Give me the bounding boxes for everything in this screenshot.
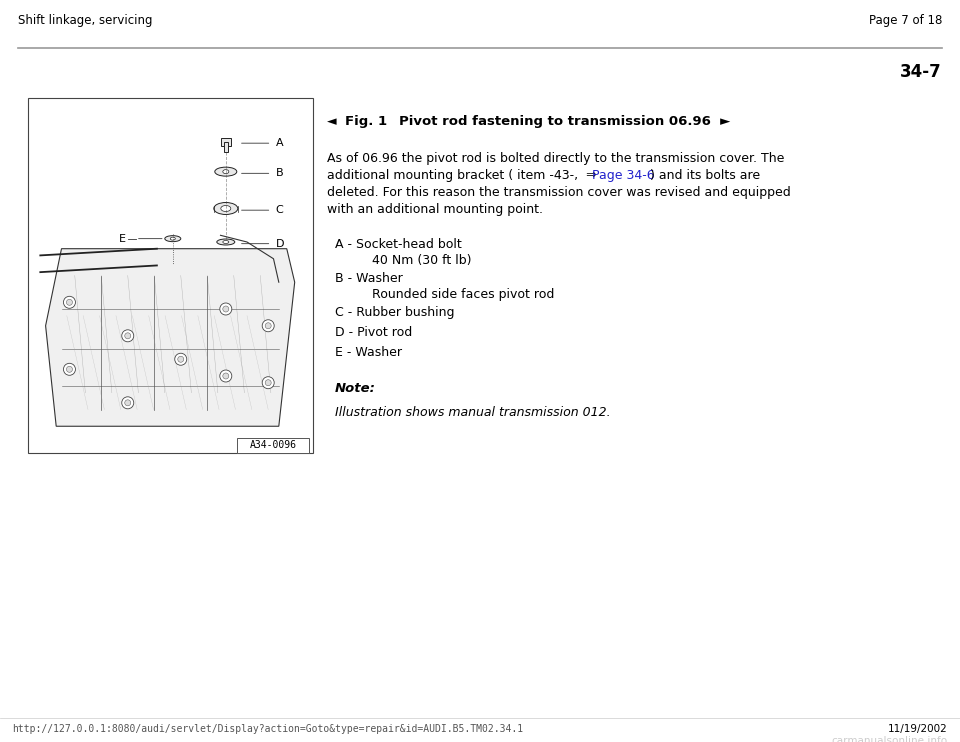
Text: E: E xyxy=(119,234,126,243)
Text: D: D xyxy=(276,239,284,249)
Circle shape xyxy=(223,373,228,379)
Circle shape xyxy=(125,333,131,339)
Ellipse shape xyxy=(165,236,180,242)
Bar xyxy=(28,98,313,453)
Text: carmanualsonline.info: carmanualsonline.info xyxy=(832,736,948,742)
FancyBboxPatch shape xyxy=(150,255,168,275)
Circle shape xyxy=(262,320,275,332)
Text: additional mounting bracket ( item -43-,  ⇒: additional mounting bracket ( item -43-,… xyxy=(327,169,605,182)
Text: deleted. For this reason the transmission cover was revised and equipped: deleted. For this reason the transmissio… xyxy=(327,186,791,199)
Text: Page 34-6: Page 34-6 xyxy=(592,169,655,182)
Ellipse shape xyxy=(215,167,237,176)
Text: Fig. 1: Fig. 1 xyxy=(345,115,387,128)
Circle shape xyxy=(156,263,163,269)
Circle shape xyxy=(66,299,72,305)
Circle shape xyxy=(220,370,231,382)
Circle shape xyxy=(265,323,271,329)
Circle shape xyxy=(178,356,183,362)
Text: D - Pivot rod: D - Pivot rod xyxy=(335,326,412,339)
Circle shape xyxy=(223,306,228,312)
FancyBboxPatch shape xyxy=(237,438,309,453)
Text: A - Socket-head bolt: A - Socket-head bolt xyxy=(335,238,462,251)
Ellipse shape xyxy=(223,170,228,174)
Text: B - Washer: B - Washer xyxy=(335,272,403,285)
Bar xyxy=(224,142,228,151)
Text: http://127.0.0.1:8080/audi/servlet/Display?action=Goto&type=repair&id=AUDI.B5.TM: http://127.0.0.1:8080/audi/servlet/Displ… xyxy=(12,724,523,734)
Polygon shape xyxy=(46,249,295,426)
Circle shape xyxy=(125,400,131,406)
Text: 34-7: 34-7 xyxy=(900,63,942,81)
Text: C: C xyxy=(276,206,283,215)
Text: Note:: Note: xyxy=(335,382,376,395)
Text: Pivot rod fastening to transmission 06.96  ►: Pivot rod fastening to transmission 06.9… xyxy=(399,115,731,128)
Circle shape xyxy=(122,397,133,409)
Ellipse shape xyxy=(170,237,176,240)
Ellipse shape xyxy=(221,206,230,211)
Text: ) and its bolts are: ) and its bolts are xyxy=(645,169,759,182)
Circle shape xyxy=(220,303,231,315)
Text: 40 Nm (30 ft lb): 40 Nm (30 ft lb) xyxy=(372,254,471,267)
Text: Rounded side faces pivot rod: Rounded side faces pivot rod xyxy=(372,288,554,301)
Circle shape xyxy=(265,380,271,386)
Text: A34-0096: A34-0096 xyxy=(250,441,297,450)
Circle shape xyxy=(66,367,72,372)
Text: ◄: ◄ xyxy=(327,115,337,128)
Bar xyxy=(221,137,230,145)
Text: Page 7 of 18: Page 7 of 18 xyxy=(869,14,942,27)
Text: 11/19/2002: 11/19/2002 xyxy=(888,724,948,734)
Text: E - Washer: E - Washer xyxy=(335,346,402,359)
Ellipse shape xyxy=(214,203,238,214)
Text: C - Rubber bushing: C - Rubber bushing xyxy=(335,306,454,319)
Ellipse shape xyxy=(223,240,228,243)
Circle shape xyxy=(63,296,76,308)
Text: As of 06.96 the pivot rod is bolted directly to the transmission cover. The: As of 06.96 the pivot rod is bolted dire… xyxy=(327,152,784,165)
Circle shape xyxy=(63,364,76,375)
Ellipse shape xyxy=(217,239,235,245)
Text: with an additional mounting point.: with an additional mounting point. xyxy=(327,203,543,216)
Circle shape xyxy=(122,329,133,342)
Text: A: A xyxy=(276,138,283,148)
Circle shape xyxy=(262,377,275,389)
Text: Illustration shows manual transmission 012.: Illustration shows manual transmission 0… xyxy=(335,406,611,419)
Circle shape xyxy=(175,353,187,365)
Text: B: B xyxy=(276,168,283,178)
Text: Shift linkage, servicing: Shift linkage, servicing xyxy=(18,14,153,27)
